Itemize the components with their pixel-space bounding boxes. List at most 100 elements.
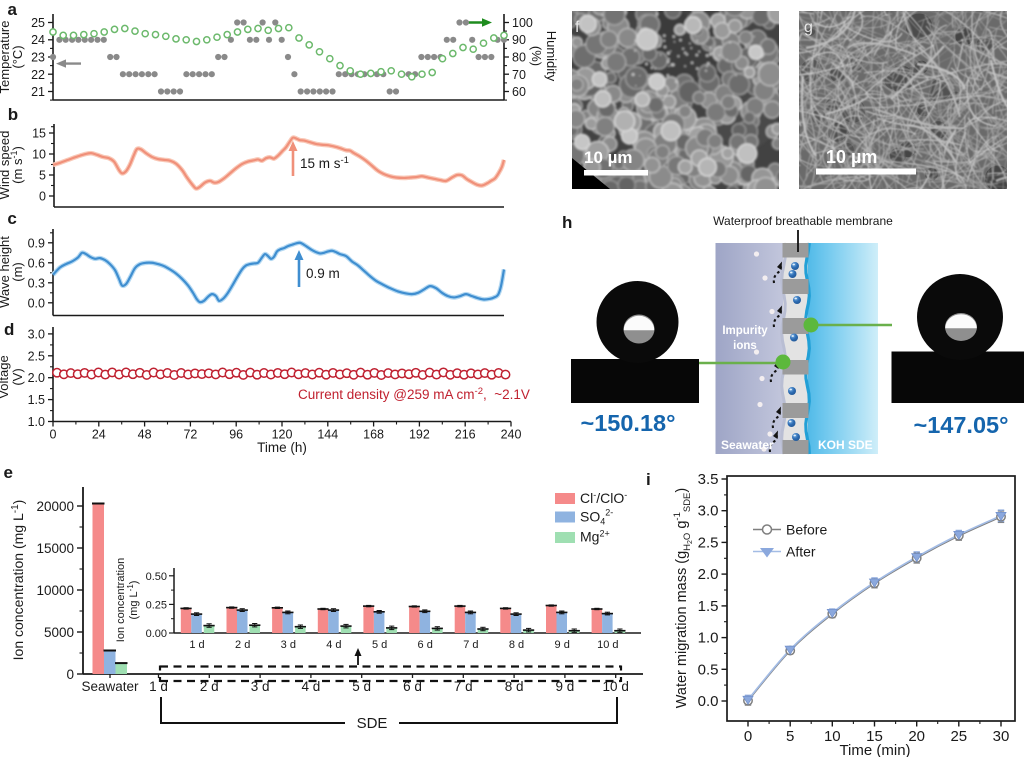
svg-text:Ion concentration (mg L-1): Ion concentration (mg L-1) [10, 500, 26, 661]
svg-text:10 d: 10 d [603, 679, 629, 694]
svg-text:Voltage: Voltage [0, 355, 11, 398]
svg-text:15: 15 [32, 127, 46, 141]
svg-text:After: After [786, 544, 816, 560]
svg-text:0.9 m: 0.9 m [306, 266, 340, 281]
svg-text:192: 192 [409, 428, 430, 442]
svg-text:72: 72 [183, 428, 197, 442]
svg-text:(°C): (°C) [10, 45, 25, 68]
svg-text:90: 90 [512, 33, 526, 47]
svg-text:144: 144 [317, 428, 338, 442]
svg-text:f: f [575, 19, 580, 36]
svg-text:9 d: 9 d [556, 679, 575, 694]
svg-text:10: 10 [32, 148, 46, 162]
svg-text:3 d: 3 d [281, 639, 296, 651]
svg-text:120: 120 [272, 428, 293, 442]
svg-text:0.50: 0.50 [146, 571, 167, 583]
svg-text:0.0: 0.0 [28, 296, 45, 310]
svg-text:1.0: 1.0 [28, 415, 45, 429]
svg-text:100: 100 [512, 16, 533, 30]
svg-text:70: 70 [512, 68, 526, 82]
svg-text:Impurity: Impurity [722, 325, 768, 337]
svg-text:Ion concentration: Ion concentration [115, 558, 127, 642]
svg-text:Seawater: Seawater [81, 679, 139, 694]
svg-text:Before: Before [786, 522, 827, 538]
svg-text:5: 5 [39, 169, 46, 183]
svg-text:10: 10 [824, 728, 841, 745]
svg-text:15 m s-1: 15 m s-1 [300, 155, 349, 171]
svg-text:Waterproof breathable membrane: Waterproof breathable membrane [713, 214, 893, 228]
svg-text:0: 0 [744, 728, 752, 745]
svg-text:15: 15 [866, 728, 883, 745]
svg-text:SO42-: SO42- [580, 508, 613, 527]
svg-text:10 µm: 10 µm [584, 148, 633, 167]
svg-text:9 d: 9 d [555, 639, 570, 651]
svg-text:60: 60 [512, 85, 526, 99]
svg-text:0: 0 [39, 190, 46, 204]
svg-text:10000: 10000 [36, 583, 74, 598]
svg-text:7 d: 7 d [463, 639, 478, 651]
svg-text:3 d: 3 d [251, 679, 270, 694]
svg-text:6 d: 6 d [418, 639, 433, 651]
svg-text:Temperature: Temperature [0, 21, 12, 94]
svg-text:2.0: 2.0 [28, 371, 45, 385]
svg-text:21: 21 [31, 85, 45, 99]
svg-text:KOH SDE: KOH SDE [818, 438, 873, 452]
svg-text:Humidity: Humidity [544, 31, 559, 82]
svg-text:Wind speed: Wind speed [0, 131, 12, 200]
svg-text:5 d: 5 d [352, 679, 371, 694]
svg-text:h: h [562, 213, 572, 232]
svg-text:48: 48 [138, 428, 152, 442]
svg-text:SDE: SDE [357, 715, 388, 732]
svg-text:0.9: 0.9 [28, 236, 45, 250]
svg-text:6 d: 6 d [403, 679, 422, 694]
svg-text:8 d: 8 d [505, 679, 524, 694]
svg-text:2.0: 2.0 [698, 566, 719, 583]
svg-text:5: 5 [786, 728, 794, 745]
svg-text:Time (h): Time (h) [257, 440, 307, 455]
svg-text:0: 0 [66, 667, 74, 682]
svg-text:0.3: 0.3 [28, 276, 45, 290]
svg-text:2 d: 2 d [235, 639, 250, 651]
svg-text:1.0: 1.0 [698, 630, 719, 647]
svg-text:4 d: 4 d [302, 679, 321, 694]
svg-text:0.0: 0.0 [698, 693, 719, 710]
svg-text:i: i [646, 470, 651, 489]
svg-text:240: 240 [501, 428, 522, 442]
svg-text:(m): (m) [10, 262, 25, 282]
svg-text:0.6: 0.6 [28, 256, 45, 270]
svg-text:~150.18°: ~150.18° [581, 410, 676, 436]
svg-text:1 d: 1 d [189, 639, 204, 651]
svg-text:30: 30 [993, 728, 1010, 745]
svg-text:20: 20 [908, 728, 925, 745]
svg-text:24: 24 [31, 33, 45, 47]
svg-text:3.5: 3.5 [698, 471, 719, 488]
svg-text:4 d: 4 d [326, 639, 341, 651]
svg-text:7 d: 7 d [454, 679, 473, 694]
svg-text:22: 22 [31, 68, 45, 82]
svg-text:20000: 20000 [36, 499, 74, 514]
svg-text:c: c [7, 209, 16, 228]
svg-text:e: e [4, 463, 13, 482]
svg-text:0.00: 0.00 [146, 628, 167, 640]
svg-text:Current density @259 mA cm-2,: Current density @259 mA cm-2, ~2.1V [298, 386, 530, 402]
svg-text:25: 25 [950, 728, 967, 745]
svg-text:3.0: 3.0 [28, 327, 45, 341]
svg-text:96: 96 [229, 428, 243, 442]
svg-text:80: 80 [512, 51, 526, 65]
svg-text:Seawater: Seawater [721, 438, 774, 452]
svg-text:Cl-/ClO-: Cl-/ClO- [580, 490, 627, 506]
svg-text:5000: 5000 [44, 625, 74, 640]
svg-text:ions: ions [733, 340, 757, 352]
svg-text:8 d: 8 d [509, 639, 524, 651]
svg-text:1 d: 1 d [149, 679, 168, 694]
svg-text:2.5: 2.5 [28, 349, 45, 363]
svg-text:23: 23 [31, 51, 45, 65]
svg-text:24: 24 [92, 428, 106, 442]
svg-text:Wave height: Wave height [0, 236, 12, 308]
svg-text:10 d: 10 d [597, 639, 618, 651]
svg-text:a: a [8, 0, 18, 19]
svg-text:3.0: 3.0 [698, 503, 719, 520]
svg-text:0.5: 0.5 [698, 661, 719, 678]
svg-text:g: g [804, 19, 813, 36]
svg-text:(%): (%) [529, 46, 544, 66]
